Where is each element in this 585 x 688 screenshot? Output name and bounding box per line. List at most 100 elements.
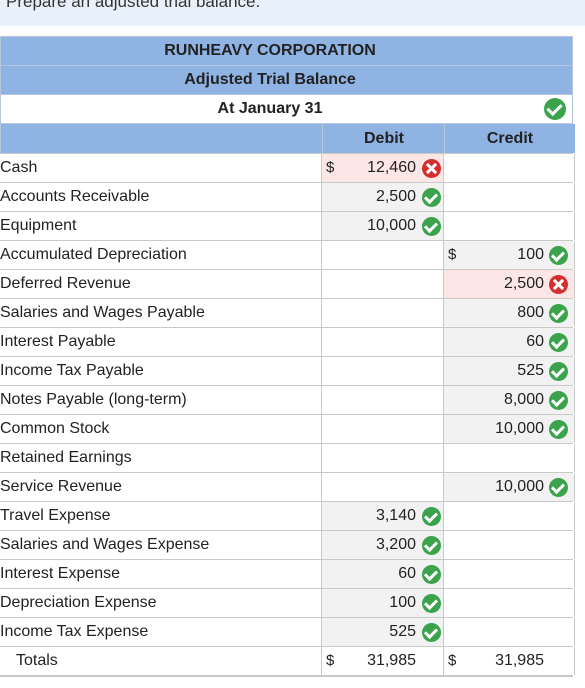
debit-cell[interactable] [321, 415, 444, 443]
dollar-sign: $ [448, 652, 457, 669]
account-name: Retained Earnings [0, 449, 132, 466]
table-row: Accumulated Depreciation $100 [0, 240, 575, 269]
debit-amount: 100 [389, 594, 416, 611]
account-name: Income Tax Payable [0, 362, 144, 379]
credit-cell[interactable]: $100 [443, 241, 575, 269]
credit-cell[interactable] [443, 531, 575, 559]
check-icon [549, 362, 568, 386]
credit-cell[interactable] [443, 154, 575, 182]
debit-cell[interactable] [321, 299, 444, 327]
credit-cell[interactable] [443, 444, 575, 472]
account-name: Service Revenue [0, 478, 122, 495]
totals-debit-value: 31,985 [367, 652, 416, 669]
totals-credit-cell[interactable]: $ 31,985 [443, 647, 575, 675]
check-icon [549, 420, 568, 444]
credit-cell[interactable]: 8,000 [443, 386, 575, 414]
account-name: Interest Expense [0, 565, 121, 582]
credit-cell[interactable]: 10,000 [443, 473, 575, 501]
account-name: Salaries and Wages Expense [0, 536, 210, 553]
report-date: At January 31 [217, 100, 323, 117]
debit-cell[interactable] [321, 357, 444, 385]
debit-amount: 10,000 [367, 217, 416, 234]
instruction-text: Prepare an adjusted trial balance. [6, 0, 261, 11]
credit-amount: 60 [526, 333, 544, 350]
credit-cell[interactable]: 525 [443, 357, 575, 385]
table-row: Income Tax Expense 525 [0, 617, 575, 646]
debit-cell[interactable] [321, 386, 444, 414]
check-icon [549, 304, 568, 328]
debit-amount: 3,200 [375, 536, 416, 553]
credit-amount: 800 [517, 304, 544, 321]
dollar-sign: $ [326, 652, 335, 669]
debit-amount: 60 [398, 565, 416, 582]
table-row: Equipment 10,000 [0, 211, 575, 240]
totals-row: Totals $ 31,985 $ 31,985 [0, 646, 575, 677]
report-title-row: Adjusted Trial Balance [0, 65, 573, 94]
account-name: Common Stock [0, 420, 110, 437]
instruction-bar: Prepare an adjusted trial balance. [0, 0, 585, 26]
credit-amount: 8,000 [503, 391, 544, 408]
check-icon [422, 623, 441, 647]
credit-column-header: Credit [444, 124, 575, 153]
account-name: Accumulated Depreciation [0, 246, 187, 263]
credit-cell[interactable] [443, 212, 575, 240]
debit-cell[interactable] [321, 444, 444, 472]
account-name: Notes Payable (long-term) [0, 391, 187, 408]
debit-cell[interactable]: 2,500 [321, 183, 444, 211]
debit-cell[interactable]: 10,000 [321, 212, 444, 240]
credit-amount: 2,500 [503, 275, 544, 292]
credit-cell[interactable] [443, 183, 575, 211]
check-icon [422, 565, 441, 589]
check-icon [549, 391, 568, 415]
account-name: Accounts Receivable [0, 188, 150, 205]
table-row: Deferred Revenue 2,500 [0, 269, 575, 298]
account-name: Income Tax Expense [0, 623, 149, 640]
totals-credit-value: 31,985 [495, 652, 544, 669]
debit-cell[interactable]: 100 [321, 589, 444, 617]
debit-amount: 12,460 [367, 159, 416, 176]
debit-cell[interactable] [321, 328, 444, 356]
credit-cell[interactable]: 60 [443, 328, 575, 356]
debit-cell[interactable] [321, 473, 444, 501]
credit-amount: 100 [517, 246, 544, 263]
credit-cell[interactable]: 2,500 [443, 270, 575, 298]
table-row: Salaries and Wages Payable 800 [0, 298, 575, 327]
company-name: RUNHEAVY CORPORATION [164, 42, 376, 59]
check-icon [549, 333, 568, 357]
debit-amount: 3,140 [375, 507, 416, 524]
table-row: Service Revenue 10,000 [0, 472, 575, 501]
report-title: Adjusted Trial Balance [184, 71, 356, 88]
dollar-sign: $ [448, 246, 457, 263]
cross-icon [549, 275, 568, 299]
debit-cell[interactable]: 60 [321, 560, 444, 588]
cross-icon [422, 159, 441, 183]
check-icon [422, 188, 441, 212]
account-name: Interest Payable [0, 333, 116, 350]
table-row: Accounts Receivable 2,500 [0, 182, 575, 211]
table-row: Interest Payable 60 [0, 327, 575, 356]
report-date-row: At January 31 [0, 94, 573, 123]
debit-cell[interactable]: $12,460 [321, 154, 444, 182]
table-row: Income Tax Payable 525 [0, 356, 575, 385]
table-row: Depreciation Expense 100 [0, 588, 575, 617]
credit-cell[interactable] [443, 502, 575, 530]
debit-cell[interactable] [321, 270, 444, 298]
credit-cell[interactable] [443, 589, 575, 617]
check-icon [422, 594, 441, 618]
credit-cell[interactable]: 800 [443, 299, 575, 327]
debit-cell[interactable] [321, 241, 444, 269]
debit-cell[interactable]: 3,200 [321, 531, 444, 559]
table-row: Interest Expense 60 [0, 559, 575, 588]
credit-cell[interactable]: 10,000 [443, 415, 575, 443]
debit-cell[interactable]: 525 [321, 618, 444, 646]
check-icon [422, 217, 441, 241]
debit-column-header: Debit [322, 124, 445, 153]
debit-cell[interactable]: 3,140 [321, 502, 444, 530]
check-icon [422, 536, 441, 560]
credit-cell[interactable] [443, 560, 575, 588]
credit-cell[interactable] [443, 618, 575, 646]
dollar-sign: $ [326, 159, 335, 176]
check-icon [549, 246, 568, 270]
account-name: Deferred Revenue [0, 275, 131, 292]
totals-debit-cell[interactable]: $ 31,985 [321, 647, 444, 675]
